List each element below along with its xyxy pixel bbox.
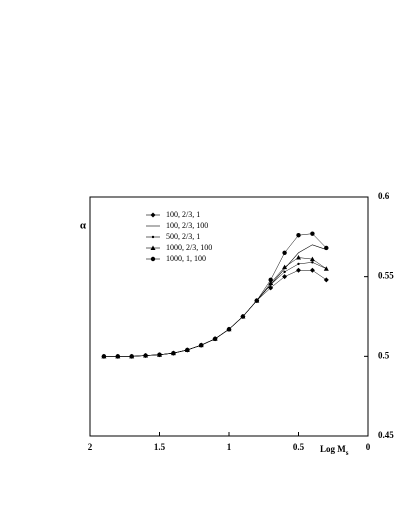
legend-label: 1000, 1, 100 xyxy=(166,254,206,263)
legend-marker xyxy=(151,235,155,239)
marker xyxy=(309,267,315,273)
series-line xyxy=(103,262,327,357)
marker xyxy=(157,352,162,357)
legend-label: 1000, 2/3, 100 xyxy=(166,243,212,252)
x-tick-label: 0.5 xyxy=(293,442,305,452)
x-tick-label: 1 xyxy=(227,442,232,452)
marker xyxy=(323,266,329,271)
series-line xyxy=(103,257,327,357)
x-tick-label: 1.5 xyxy=(154,442,166,452)
marker xyxy=(283,270,286,274)
marker xyxy=(282,274,288,280)
marker xyxy=(254,298,259,303)
x-axis-label-sub: s xyxy=(346,449,349,457)
legend-marker xyxy=(150,245,156,250)
series-line xyxy=(103,270,327,357)
marker xyxy=(143,353,148,358)
y-tick-label: 0.55 xyxy=(378,271,394,281)
marker xyxy=(129,354,134,359)
x-axis-label-main: Log M xyxy=(320,444,346,454)
marker xyxy=(282,264,288,270)
marker xyxy=(323,277,329,283)
marker xyxy=(324,245,329,251)
marker xyxy=(282,250,287,255)
marker xyxy=(309,256,315,262)
marker xyxy=(101,354,107,359)
plot-frame xyxy=(89,196,369,437)
marker xyxy=(226,327,232,332)
marker xyxy=(311,261,314,264)
marker xyxy=(171,350,176,356)
x-tick-label: 0 xyxy=(366,442,371,452)
marker xyxy=(185,347,190,353)
x-axis-label: Log Ms xyxy=(320,444,349,457)
marker xyxy=(297,262,300,266)
y-tick-label: 0.5 xyxy=(378,350,390,360)
x-tick-label: 2 xyxy=(88,442,93,452)
marker xyxy=(212,336,218,342)
marker xyxy=(296,233,301,238)
marker xyxy=(310,231,315,236)
y-axis-label: α xyxy=(80,220,87,232)
legend-label: 100, 2/3, 100 xyxy=(166,221,208,230)
marker xyxy=(240,314,246,319)
marker xyxy=(115,354,121,359)
marker xyxy=(268,277,273,283)
y-tick-label: 0.6 xyxy=(378,191,390,201)
marker xyxy=(268,280,274,286)
y-tick-label: 0.45 xyxy=(378,430,394,440)
marker xyxy=(296,267,301,273)
marker xyxy=(296,255,301,260)
legend-marker xyxy=(150,212,156,218)
legend-label: 500, 2/3, 1 xyxy=(166,232,200,241)
legend-marker xyxy=(150,256,156,262)
marker xyxy=(199,342,204,348)
marker xyxy=(268,285,274,291)
legend-label: 100, 2/3, 1 xyxy=(166,210,200,219)
